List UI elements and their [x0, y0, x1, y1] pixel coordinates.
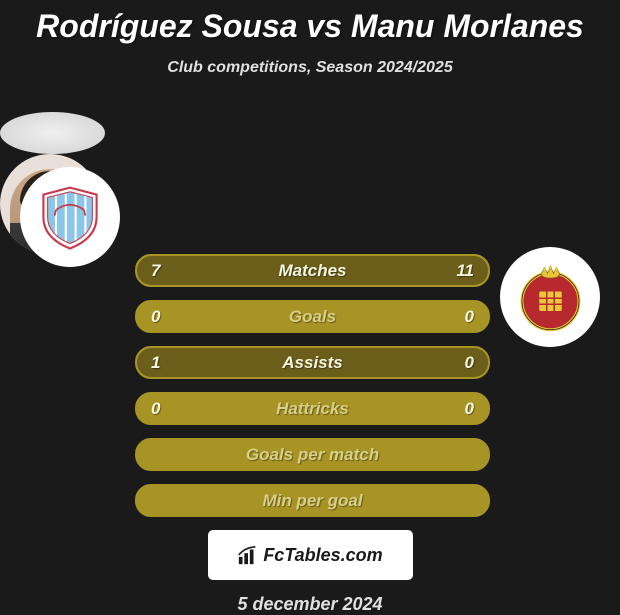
stat-label: Assists	[282, 353, 342, 373]
stat-row: 0 0 Goals	[135, 300, 490, 333]
stat-row: Min per goal	[135, 484, 490, 517]
stat-row: 1 0 Assists	[135, 346, 490, 379]
stat-value-right: 11	[456, 261, 474, 281]
page-title: Rodríguez Sousa vs Manu Morlanes	[0, 0, 620, 45]
branding-label: FcTables.com	[263, 545, 382, 566]
celta-crest-icon	[35, 182, 105, 252]
club-left-badge	[20, 167, 120, 267]
chart-icon	[237, 544, 259, 566]
player-left-avatar	[0, 112, 105, 154]
club-right-badge	[500, 247, 600, 347]
stat-value-left: 7	[151, 261, 160, 281]
stat-value-right: 0	[465, 307, 474, 327]
stat-value-right: 0	[465, 353, 474, 373]
stat-label: Matches	[278, 261, 346, 281]
footer-date: 5 december 2024	[0, 594, 620, 615]
stat-row: Goals per match	[135, 438, 490, 471]
stat-value-left: 1	[151, 353, 160, 373]
comparison-area: 7 11 Matches 0 0 Goals 1 0 Assists 0 0 Hattricks Goa…	[0, 112, 620, 615]
branding-text: FcTables.com	[237, 544, 382, 566]
stat-label: Goals	[289, 307, 336, 327]
stat-row: 0 0 Hattricks	[135, 392, 490, 425]
stat-label: Hattricks	[276, 399, 349, 419]
stat-label: Goals per match	[246, 445, 379, 465]
mallorca-crest-icon	[513, 260, 588, 335]
branding-box: FcTables.com	[208, 530, 413, 580]
stat-value-right: 0	[465, 399, 474, 419]
stat-value-left: 0	[151, 307, 160, 327]
stat-row: 7 11 Matches	[135, 254, 490, 287]
stat-label: Min per goal	[262, 491, 362, 511]
subtitle: Club competitions, Season 2024/2025	[0, 59, 620, 77]
stats-container: 7 11 Matches 0 0 Goals 1 0 Assists 0 0 Hattricks Goa…	[135, 254, 490, 517]
stat-value-left: 0	[151, 399, 160, 419]
